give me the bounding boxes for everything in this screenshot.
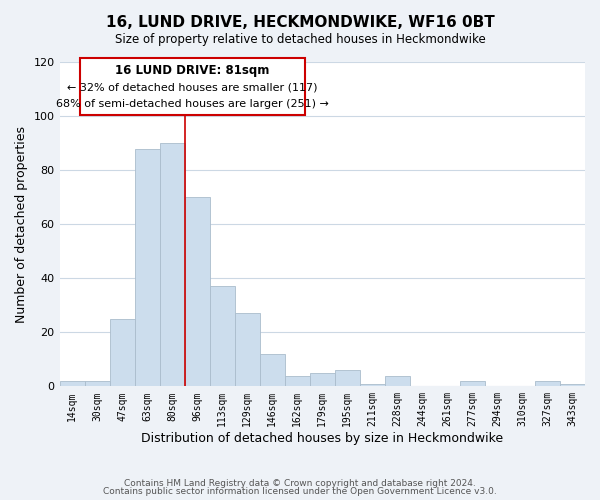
Bar	[235, 314, 260, 386]
Bar	[110, 319, 134, 386]
Bar	[59, 381, 85, 386]
Text: Size of property relative to detached houses in Heckmondwike: Size of property relative to detached ho…	[115, 32, 485, 46]
Text: 16 LUND DRIVE: 81sqm: 16 LUND DRIVE: 81sqm	[115, 64, 269, 77]
Text: ← 32% of detached houses are smaller (117): ← 32% of detached houses are smaller (11…	[67, 82, 317, 92]
Text: 16, LUND DRIVE, HECKMONDWIKE, WF16 0BT: 16, LUND DRIVE, HECKMONDWIKE, WF16 0BT	[106, 15, 494, 30]
Bar	[160, 144, 185, 386]
X-axis label: Distribution of detached houses by size in Heckmondwike: Distribution of detached houses by size …	[141, 432, 503, 445]
Bar	[360, 384, 385, 386]
Bar	[285, 376, 310, 386]
Text: Contains public sector information licensed under the Open Government Licence v3: Contains public sector information licen…	[103, 487, 497, 496]
Text: Contains HM Land Registry data © Crown copyright and database right 2024.: Contains HM Land Registry data © Crown c…	[124, 478, 476, 488]
Bar	[85, 381, 110, 386]
Y-axis label: Number of detached properties: Number of detached properties	[15, 126, 28, 323]
Bar	[260, 354, 285, 386]
Bar	[385, 376, 410, 386]
Bar	[134, 148, 160, 386]
Bar	[310, 373, 335, 386]
Bar	[209, 286, 235, 386]
Bar	[535, 381, 560, 386]
FancyBboxPatch shape	[80, 58, 305, 115]
Bar	[335, 370, 360, 386]
Bar	[460, 381, 485, 386]
Bar	[560, 384, 585, 386]
Text: 68% of semi-detached houses are larger (251) →: 68% of semi-detached houses are larger (…	[56, 98, 329, 108]
Bar	[185, 198, 209, 386]
